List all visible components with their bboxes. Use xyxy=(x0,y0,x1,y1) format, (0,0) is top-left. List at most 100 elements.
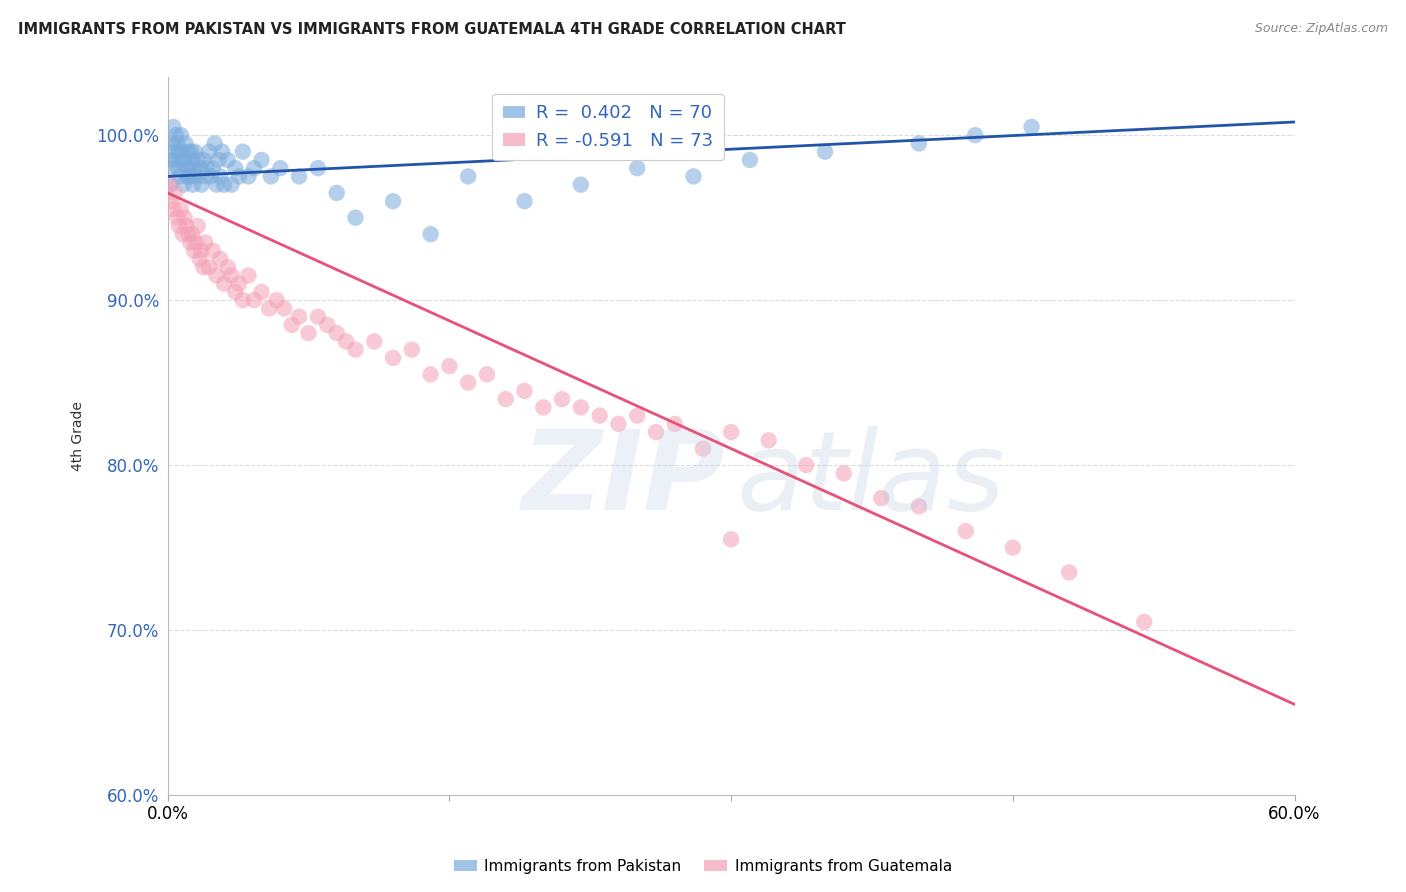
Point xyxy=(205,178,228,192)
Point xyxy=(228,169,250,184)
Point xyxy=(188,252,211,266)
Point xyxy=(201,244,224,258)
Point xyxy=(165,153,187,167)
Point xyxy=(382,351,405,365)
Point xyxy=(495,392,517,406)
Point xyxy=(232,293,254,307)
Point xyxy=(692,442,714,456)
Point xyxy=(439,359,461,373)
Point xyxy=(176,219,198,233)
Point xyxy=(170,202,193,217)
Point xyxy=(260,169,283,184)
Point xyxy=(183,244,205,258)
Point xyxy=(273,301,295,316)
Point xyxy=(228,277,250,291)
Point xyxy=(180,145,202,159)
Text: IMMIGRANTS FROM PAKISTAN VS IMMIGRANTS FROM GUATEMALA 4TH GRADE CORRELATION CHAR: IMMIGRANTS FROM PAKISTAN VS IMMIGRANTS F… xyxy=(18,22,846,37)
Point xyxy=(179,169,201,184)
Point xyxy=(794,458,817,472)
Point xyxy=(221,178,243,192)
Point xyxy=(159,178,181,192)
Text: ZIP: ZIP xyxy=(522,425,725,533)
Y-axis label: 4th Grade: 4th Grade xyxy=(72,401,86,471)
Point xyxy=(188,161,211,176)
Point xyxy=(173,211,195,225)
Point xyxy=(201,161,224,176)
Point xyxy=(209,252,232,266)
Point xyxy=(513,384,536,398)
Point xyxy=(965,128,987,143)
Point xyxy=(401,343,423,357)
Point xyxy=(195,161,218,176)
Point xyxy=(174,136,197,151)
Point xyxy=(204,136,226,151)
Point xyxy=(1133,615,1156,629)
Point xyxy=(238,169,260,184)
Point xyxy=(187,153,209,167)
Point xyxy=(212,277,235,291)
Point xyxy=(588,409,610,423)
Point xyxy=(165,186,187,200)
Point xyxy=(316,318,339,332)
Point xyxy=(198,260,221,275)
Point xyxy=(221,268,243,283)
Point xyxy=(1021,120,1043,134)
Point xyxy=(159,153,181,167)
Point xyxy=(1057,566,1080,580)
Point xyxy=(190,244,212,258)
Text: Source: ZipAtlas.com: Source: ZipAtlas.com xyxy=(1254,22,1388,36)
Point xyxy=(181,153,204,167)
Point xyxy=(243,293,266,307)
Point xyxy=(720,425,742,439)
Point xyxy=(217,153,239,167)
Point xyxy=(176,161,198,176)
Point xyxy=(183,161,205,176)
Legend: R =  0.402   N = 70, R = -0.591   N = 73: R = 0.402 N = 70, R = -0.591 N = 73 xyxy=(492,94,724,161)
Point xyxy=(738,153,761,167)
Point xyxy=(163,145,186,159)
Point xyxy=(162,120,184,134)
Point xyxy=(170,153,193,167)
Point xyxy=(250,285,273,299)
Point xyxy=(626,409,648,423)
Point xyxy=(187,219,209,233)
Point xyxy=(184,169,207,184)
Point xyxy=(1001,541,1024,555)
Text: atlas: atlas xyxy=(737,425,1005,533)
Point xyxy=(335,334,357,349)
Point xyxy=(280,318,302,332)
Point xyxy=(184,145,207,159)
Point xyxy=(173,178,195,192)
Point xyxy=(167,145,190,159)
Point xyxy=(720,533,742,547)
Point xyxy=(344,343,367,357)
Point xyxy=(166,136,188,151)
Legend: Immigrants from Pakistan, Immigrants from Guatemala: Immigrants from Pakistan, Immigrants fro… xyxy=(447,853,959,880)
Point xyxy=(551,392,574,406)
Point xyxy=(531,401,554,415)
Point xyxy=(159,178,181,192)
Point xyxy=(307,161,329,176)
Point xyxy=(475,368,498,382)
Point xyxy=(160,194,183,209)
Point xyxy=(173,153,195,167)
Point xyxy=(200,169,222,184)
Point xyxy=(307,310,329,324)
Point xyxy=(955,524,977,538)
Point xyxy=(165,128,187,143)
Point xyxy=(626,161,648,176)
Point xyxy=(513,194,536,209)
Point xyxy=(169,169,191,184)
Point xyxy=(224,285,246,299)
Point xyxy=(181,178,204,192)
Point xyxy=(179,161,201,176)
Point xyxy=(870,491,893,505)
Point xyxy=(167,161,190,176)
Point xyxy=(194,235,217,250)
Point xyxy=(181,227,204,242)
Point xyxy=(382,194,405,209)
Point xyxy=(190,178,212,192)
Point xyxy=(908,500,931,514)
Point xyxy=(908,136,931,151)
Point xyxy=(457,376,479,390)
